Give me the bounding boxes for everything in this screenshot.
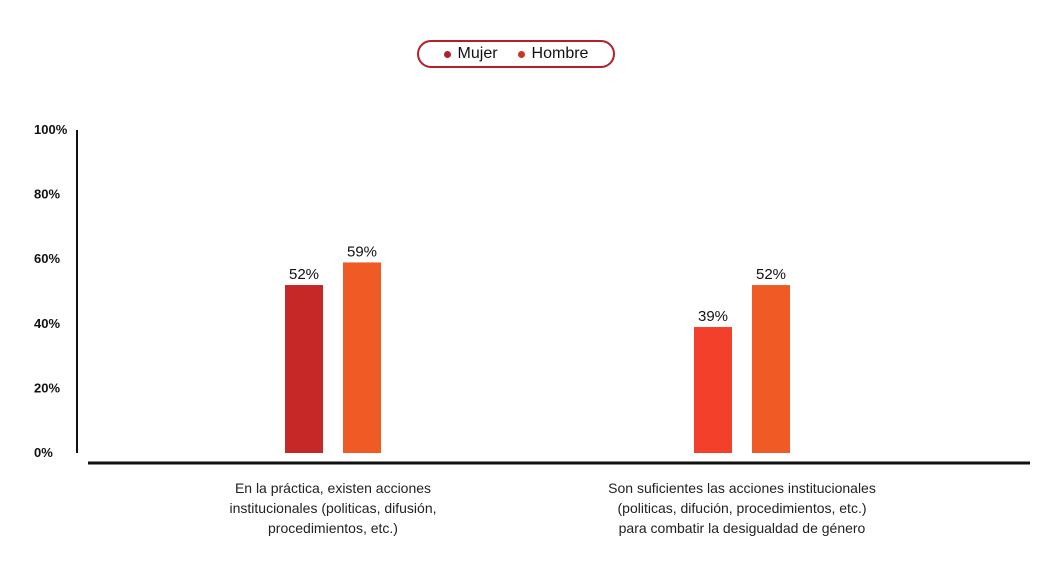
bar	[285, 285, 323, 453]
y-tick-label: 60%	[34, 251, 60, 266]
x-category-label: procedimientos, etc.)	[268, 520, 398, 536]
y-tick-label: 100%	[34, 122, 68, 137]
x-category-label: para combatir la desigualdad de género	[619, 520, 866, 536]
x-category-label: institucionales (politicas, difusión,	[230, 500, 437, 516]
legend-item-mujer: Mujer	[443, 45, 498, 63]
bar-value-label: 59%	[347, 243, 377, 260]
bar-value-label: 52%	[289, 266, 319, 283]
bar	[343, 262, 381, 453]
bar	[694, 327, 732, 453]
y-tick-label: 40%	[34, 316, 60, 331]
bar-value-label: 39%	[698, 308, 728, 325]
y-tick-label: 80%	[34, 187, 60, 202]
x-category-label: (politicas, difución, procedimientos, et…	[618, 500, 867, 516]
y-tick-label: 20%	[34, 380, 60, 395]
bar-value-label: 52%	[756, 266, 786, 283]
bar	[752, 285, 790, 453]
y-tick-label: 0%	[34, 445, 53, 460]
legend-dot-mujer	[443, 50, 451, 58]
legend-label-hombre: Hombre	[531, 45, 589, 62]
x-category-label: Son suficientes las acciones institucion…	[608, 480, 876, 496]
legend-dot-hombre	[517, 50, 525, 58]
legend-item-hombre: Hombre	[517, 45, 589, 63]
legend: Mujer Hombre	[417, 40, 615, 68]
legend-label-mujer: Mujer	[457, 45, 498, 62]
x-category-label: En la práctica, existen acciones	[235, 480, 431, 496]
